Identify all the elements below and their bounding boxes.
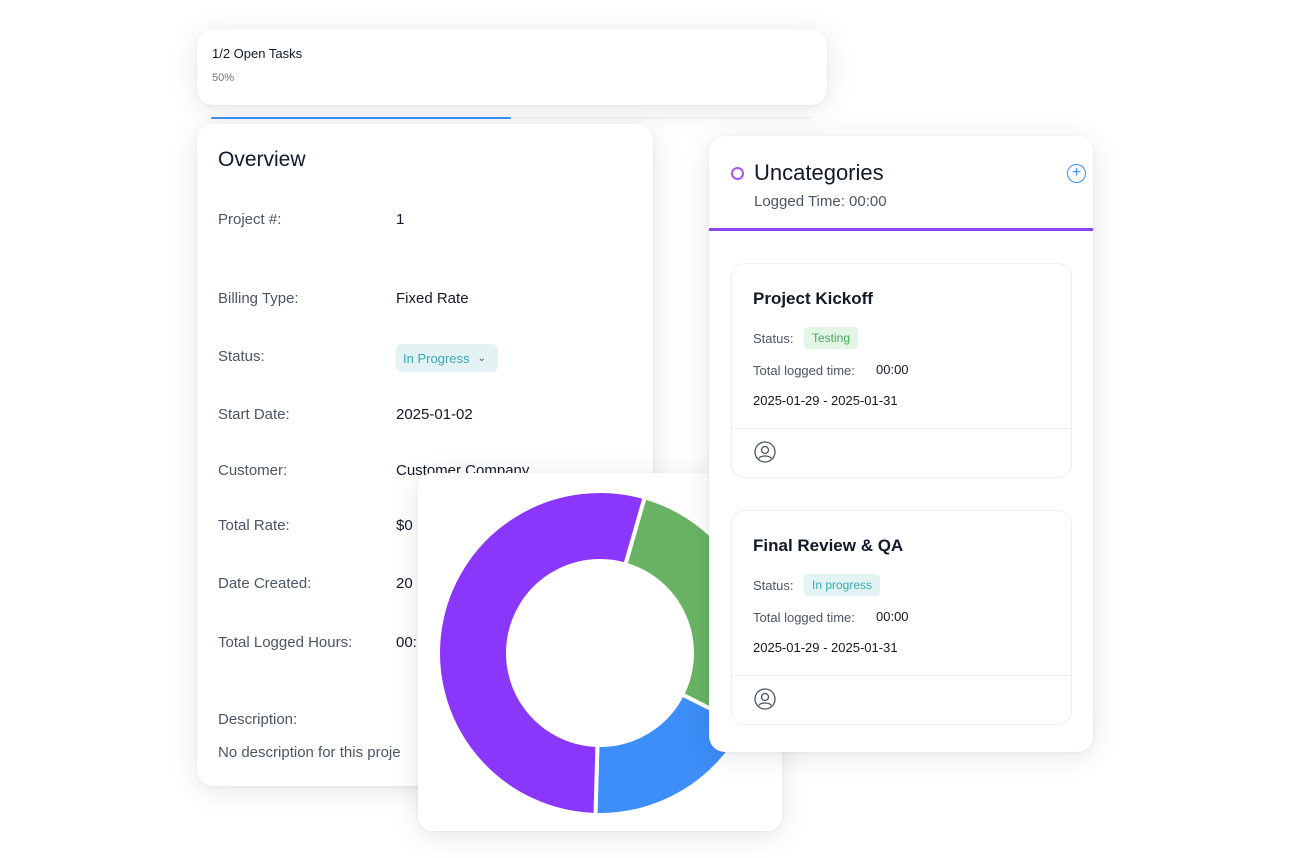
project-number-value: 1 <box>396 211 405 228</box>
total-rate-label: Total Rate: <box>218 517 290 534</box>
donut-slice-2 <box>436 489 648 817</box>
customer-label: Customer: <box>218 462 288 479</box>
open-tasks-title: 1/2 Open Tasks <box>212 46 303 61</box>
open-tasks-progress-card: 1/2 Open Tasks 50% <box>197 29 827 119</box>
plus-circle-icon[interactable]: + <box>1067 164 1086 183</box>
task-divider <box>732 675 1071 676</box>
description-text: No description for this proje <box>218 744 401 761</box>
status-label: Status: <box>218 348 265 365</box>
task-dates: 2025-01-29 - 2025-01-31 <box>753 640 898 655</box>
progress-percent: 50% <box>212 72 235 84</box>
task-status-badge: Testing <box>804 327 859 349</box>
overview-heading: Overview <box>218 148 306 171</box>
date-created-value: 20 <box>396 575 413 592</box>
task-card[interactable]: Final Review & QA Status: In progress To… <box>731 510 1072 725</box>
total-logged-hours-value: 00: <box>396 634 417 651</box>
user-avatar-icon[interactable] <box>754 688 776 710</box>
task-dates: 2025-01-29 - 2025-01-31 <box>753 393 898 408</box>
task-time-value: 00:00 <box>876 362 909 377</box>
category-dot-icon <box>731 167 744 180</box>
billing-type-label: Billing Type: <box>218 290 299 307</box>
task-divider <box>732 428 1071 429</box>
total-rate-value: $0 <box>396 517 413 534</box>
task-card[interactable]: Project Kickoff Status: Testing Total lo… <box>731 263 1072 478</box>
start-date-value: 2025-01-02 <box>396 406 473 423</box>
task-status-label: Status: <box>753 331 794 346</box>
total-logged-hours-label: Total Logged Hours: <box>218 634 353 651</box>
uncategories-title: Uncategories <box>754 160 884 185</box>
task-time-value: 00:00 <box>876 609 909 624</box>
task-status-badge: In progress <box>804 574 881 596</box>
user-avatar-icon[interactable] <box>754 441 776 463</box>
task-title[interactable]: Final Review & QA <box>753 536 904 555</box>
description-label: Description: <box>218 711 298 728</box>
progress-track <box>211 117 811 119</box>
task-status-label: Status: <box>753 578 794 593</box>
task-time-label: Total logged time: <box>753 363 855 378</box>
chevron-down-icon: ⌄ <box>477 352 486 364</box>
task-title[interactable]: Project Kickoff <box>753 289 873 308</box>
uncategories-column: Uncategories Logged Time: 00:00 + Projec… <box>709 136 1093 752</box>
start-date-label: Start Date: <box>218 406 290 423</box>
column-accent-line <box>709 228 1093 231</box>
progress-fill <box>211 117 511 119</box>
billing-type-value: Fixed Rate <box>396 290 469 307</box>
status-dropdown-value: In Progress <box>403 350 470 366</box>
logged-time-summary: Logged Time: 00:00 <box>754 193 887 210</box>
task-time-label: Total logged time: <box>753 610 855 625</box>
date-created-label: Date Created: <box>218 575 312 592</box>
project-number-label: Project #: <box>218 211 282 228</box>
status-dropdown[interactable]: In Progress ⌄ <box>396 344 498 372</box>
